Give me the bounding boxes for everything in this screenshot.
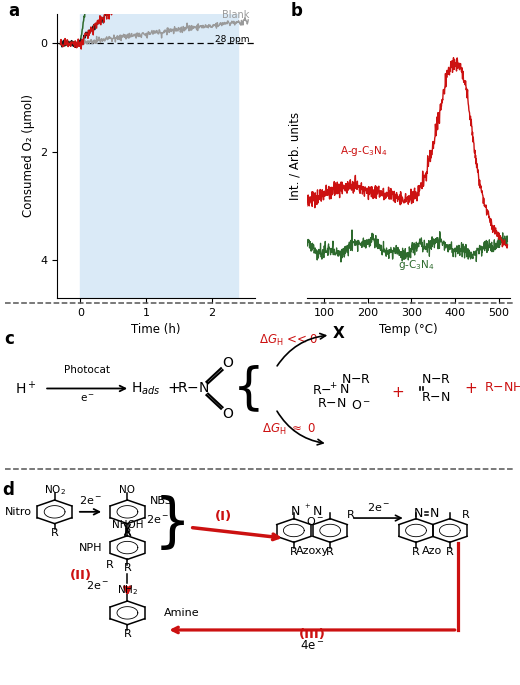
Y-axis label: Int. / Arb. units: Int. / Arb. units <box>288 112 301 200</box>
Text: R$-$N: R$-$N <box>421 391 450 404</box>
Text: R: R <box>412 547 420 557</box>
Text: 4e$^-$: 4e$^-$ <box>300 638 324 651</box>
Text: N: N <box>414 507 423 520</box>
Text: $\Delta G_\mathrm{H}$ << 0: $\Delta G_\mathrm{H}$ << 0 <box>259 334 318 349</box>
Text: R$-$N: R$-$N <box>177 382 210 395</box>
Text: $\Delta G_\mathrm{H}$ $\approx$ 0: $\Delta G_\mathrm{H}$ $\approx$ 0 <box>262 422 316 437</box>
Text: R: R <box>124 528 131 538</box>
Text: (I): (I) <box>215 510 232 523</box>
Text: g-C$_3$N$_4$: g-C$_3$N$_4$ <box>398 258 435 272</box>
Text: N: N <box>291 506 300 519</box>
Text: NO$_2$: NO$_2$ <box>44 483 66 497</box>
Text: (III): (III) <box>298 627 326 640</box>
Text: Azoxy: Azoxy <box>295 546 329 556</box>
Text: N: N <box>313 506 322 519</box>
Y-axis label: Consumed O₂ (μmol): Consumed O₂ (μmol) <box>22 95 35 217</box>
Text: R: R <box>327 547 334 557</box>
Text: 2e$^-$: 2e$^-$ <box>79 494 102 506</box>
Text: NPH: NPH <box>79 543 103 553</box>
Text: NHOH: NHOH <box>112 520 143 530</box>
Text: 2e$^-$: 2e$^-$ <box>146 513 169 525</box>
Text: H$^+$: H$^+$ <box>15 379 37 397</box>
Text: O$^-$: O$^-$ <box>351 399 371 412</box>
Text: O: O <box>223 406 233 421</box>
Text: {: { <box>232 364 265 412</box>
Text: H$_{ads}$: H$_{ads}$ <box>131 380 160 397</box>
Text: Blank: Blank <box>222 10 250 21</box>
Text: N$-$R: N$-$R <box>421 373 451 386</box>
Text: 2e$^-$: 2e$^-$ <box>86 579 109 590</box>
Text: O: O <box>223 356 233 371</box>
Text: N: N <box>430 507 439 520</box>
Text: a: a <box>8 2 19 21</box>
Text: NO: NO <box>120 485 135 495</box>
Bar <box>80 14 238 298</box>
Text: d: d <box>3 481 15 499</box>
Text: 2e$^-$: 2e$^-$ <box>367 501 390 513</box>
Text: b: b <box>291 2 303 21</box>
Text: R: R <box>446 547 453 557</box>
Text: R$-$N: R$-$N <box>317 397 346 410</box>
Text: +: + <box>168 381 180 396</box>
Text: +: + <box>464 381 477 396</box>
Text: }: } <box>154 495 191 552</box>
Text: R: R <box>124 563 131 573</box>
Text: R: R <box>347 510 355 520</box>
X-axis label: Time (h): Time (h) <box>131 323 181 336</box>
Text: R: R <box>462 510 469 520</box>
Text: (II): (II) <box>70 569 92 582</box>
Text: N$-$R: N$-$R <box>341 373 371 386</box>
Text: R: R <box>107 560 114 570</box>
Text: R$-$: R$-$ <box>312 384 332 397</box>
Text: Amine: Amine <box>164 608 200 618</box>
Text: +: + <box>392 385 404 399</box>
Text: R: R <box>124 629 131 639</box>
Text: NBS: NBS <box>150 496 173 506</box>
Text: R: R <box>51 528 58 538</box>
Text: O$^-$: O$^-$ <box>306 515 323 527</box>
Text: $^+$: $^+$ <box>303 503 311 513</box>
Text: R: R <box>290 547 297 557</box>
Text: 28 ppm: 28 ppm <box>215 35 250 45</box>
Text: Nitro: Nitro <box>5 507 32 516</box>
Text: NH$_2$: NH$_2$ <box>117 583 138 597</box>
Text: X: X <box>333 326 345 340</box>
Text: Photocat: Photocat <box>64 365 110 375</box>
Text: Azo: Azo <box>422 546 441 556</box>
Text: A-g-C$_3$N$_4$: A-g-C$_3$N$_4$ <box>340 145 387 158</box>
Text: e$^-$: e$^-$ <box>80 393 95 404</box>
Text: R$-$NH$_2$: R$-$NH$_2$ <box>484 381 520 396</box>
Text: $^+$N: $^+$N <box>328 383 349 398</box>
Text: c: c <box>4 329 14 347</box>
X-axis label: Temp (°C): Temp (°C) <box>379 323 437 336</box>
